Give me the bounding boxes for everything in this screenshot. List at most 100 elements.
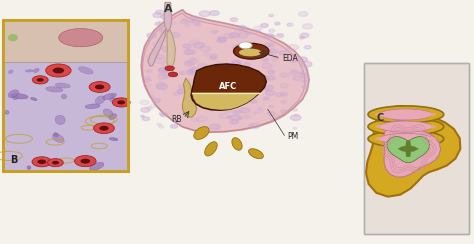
- Circle shape: [255, 53, 263, 57]
- Circle shape: [258, 111, 263, 113]
- Circle shape: [262, 63, 272, 69]
- Circle shape: [152, 99, 161, 103]
- Text: B: B: [10, 155, 18, 165]
- Circle shape: [32, 76, 48, 84]
- Circle shape: [186, 49, 196, 54]
- Circle shape: [180, 72, 185, 74]
- Polygon shape: [148, 29, 166, 66]
- Circle shape: [161, 36, 171, 41]
- Circle shape: [271, 57, 278, 61]
- Circle shape: [153, 12, 163, 18]
- Circle shape: [200, 46, 210, 52]
- Circle shape: [147, 33, 156, 38]
- Circle shape: [242, 86, 253, 92]
- Polygon shape: [191, 64, 266, 110]
- Ellipse shape: [95, 96, 105, 104]
- Ellipse shape: [13, 95, 19, 100]
- Circle shape: [266, 91, 275, 95]
- Circle shape: [216, 68, 220, 70]
- Circle shape: [249, 123, 260, 129]
- Circle shape: [186, 24, 190, 27]
- Circle shape: [140, 100, 149, 105]
- Circle shape: [246, 90, 255, 94]
- Circle shape: [159, 29, 164, 31]
- Circle shape: [269, 29, 275, 32]
- Circle shape: [159, 125, 164, 128]
- Circle shape: [280, 73, 289, 77]
- Circle shape: [149, 95, 154, 98]
- Circle shape: [233, 45, 244, 50]
- Ellipse shape: [54, 133, 58, 137]
- Ellipse shape: [109, 138, 118, 141]
- Circle shape: [255, 30, 261, 32]
- Circle shape: [292, 127, 297, 129]
- Circle shape: [177, 89, 187, 94]
- Circle shape: [164, 31, 169, 34]
- Circle shape: [53, 68, 64, 73]
- Circle shape: [263, 85, 273, 91]
- Ellipse shape: [8, 34, 18, 41]
- Circle shape: [259, 76, 268, 80]
- Circle shape: [158, 74, 169, 79]
- Ellipse shape: [8, 90, 18, 98]
- Ellipse shape: [11, 94, 28, 99]
- Circle shape: [273, 115, 282, 119]
- Ellipse shape: [103, 109, 113, 117]
- Circle shape: [112, 98, 130, 107]
- Circle shape: [141, 108, 150, 112]
- Circle shape: [177, 89, 185, 93]
- Circle shape: [236, 47, 244, 51]
- Circle shape: [100, 126, 109, 131]
- Circle shape: [257, 108, 263, 110]
- Circle shape: [197, 116, 208, 122]
- Circle shape: [238, 25, 245, 29]
- Circle shape: [146, 79, 151, 82]
- Circle shape: [275, 22, 280, 25]
- Circle shape: [150, 104, 157, 108]
- Circle shape: [222, 76, 233, 81]
- Circle shape: [156, 84, 168, 90]
- Ellipse shape: [375, 135, 437, 142]
- Circle shape: [210, 124, 220, 130]
- Circle shape: [47, 159, 64, 167]
- Circle shape: [298, 57, 308, 62]
- Circle shape: [81, 159, 90, 163]
- Circle shape: [248, 72, 258, 77]
- Circle shape: [159, 112, 165, 115]
- Circle shape: [262, 59, 268, 62]
- Circle shape: [263, 97, 269, 100]
- Circle shape: [249, 124, 253, 126]
- Circle shape: [230, 114, 241, 120]
- Ellipse shape: [102, 93, 117, 100]
- Circle shape: [279, 51, 287, 55]
- Circle shape: [275, 93, 283, 97]
- Circle shape: [180, 20, 189, 24]
- Ellipse shape: [46, 87, 63, 92]
- Circle shape: [157, 123, 162, 126]
- Circle shape: [146, 107, 152, 110]
- Circle shape: [155, 10, 164, 15]
- Circle shape: [190, 68, 200, 73]
- Polygon shape: [182, 78, 197, 117]
- Circle shape: [262, 34, 268, 37]
- Circle shape: [210, 56, 217, 60]
- Circle shape: [239, 26, 246, 30]
- Circle shape: [173, 92, 180, 96]
- Circle shape: [200, 91, 205, 94]
- Circle shape: [246, 31, 252, 34]
- Circle shape: [280, 92, 287, 96]
- Circle shape: [249, 43, 259, 49]
- Circle shape: [217, 96, 225, 100]
- Circle shape: [302, 24, 313, 29]
- Ellipse shape: [194, 127, 209, 139]
- Circle shape: [183, 44, 191, 48]
- Circle shape: [237, 33, 248, 38]
- Ellipse shape: [110, 95, 114, 98]
- Circle shape: [301, 61, 312, 67]
- Circle shape: [291, 70, 297, 73]
- Text: PM: PM: [287, 132, 298, 141]
- Circle shape: [281, 100, 287, 103]
- Circle shape: [212, 82, 220, 87]
- Ellipse shape: [59, 29, 103, 47]
- Circle shape: [287, 44, 299, 50]
